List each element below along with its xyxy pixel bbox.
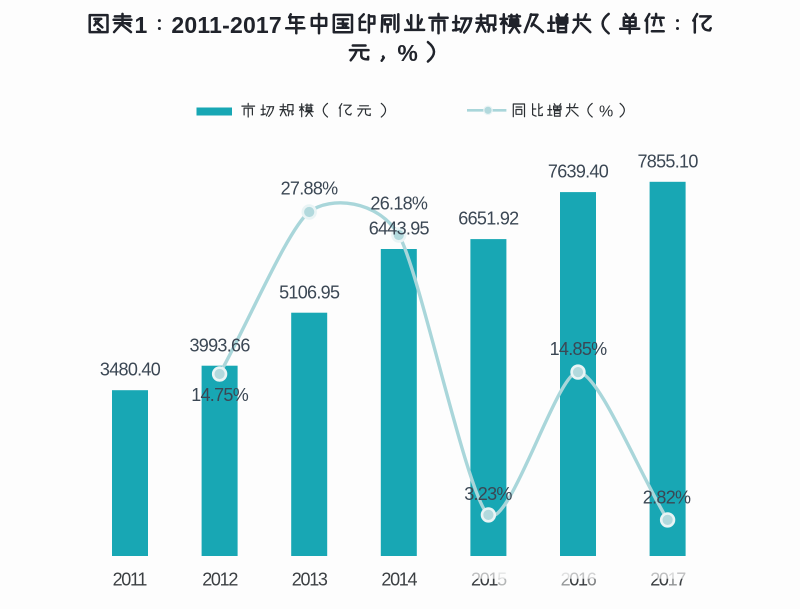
svg-text:2013: 2013 [292, 570, 328, 590]
svg-text:7: 7 [676, 570, 686, 590]
svg-text:2.82%: 2.82% [643, 488, 691, 508]
svg-text:1: 1 [135, 12, 148, 38]
svg-text:2011-2017: 2011-2017 [171, 12, 282, 38]
svg-text:3480.40: 3480.40 [100, 360, 161, 380]
svg-text:14.85%: 14.85% [550, 339, 608, 359]
svg-text:6: 6 [587, 570, 597, 590]
svg-text:0: 0 [659, 570, 669, 590]
svg-text:%: % [397, 40, 418, 66]
svg-text:3.23%: 3.23% [464, 484, 512, 504]
svg-text:6: 6 [587, 570, 597, 590]
svg-text:5: 5 [497, 570, 507, 590]
svg-text:2011: 2011 [113, 570, 148, 590]
svg-text:%: % [599, 104, 613, 121]
svg-text:2: 2 [561, 570, 571, 590]
svg-text:2: 2 [650, 570, 660, 590]
svg-text:0: 0 [659, 570, 669, 590]
svg-text:3993.66: 3993.66 [190, 335, 251, 355]
svg-text:1: 1 [488, 570, 498, 590]
svg-text:0: 0 [480, 570, 490, 590]
svg-text:26.18%: 26.18% [370, 194, 428, 214]
svg-text:6651.92: 6651.92 [458, 209, 519, 229]
svg-text:5106.95: 5106.95 [279, 282, 340, 302]
svg-text:2012: 2012 [202, 570, 238, 590]
svg-text:27.88%: 27.88% [281, 179, 339, 199]
svg-text:1: 1 [488, 570, 498, 590]
svg-text:0: 0 [480, 570, 490, 590]
svg-text:2: 2 [650, 570, 660, 590]
svg-text:14.75%: 14.75% [191, 385, 249, 405]
svg-text:1: 1 [668, 570, 678, 590]
svg-text:0: 0 [569, 570, 579, 590]
svg-text:2: 2 [471, 570, 481, 590]
svg-text:6443.95: 6443.95 [369, 219, 430, 239]
svg-text:2: 2 [471, 570, 481, 590]
svg-text:7855.10: 7855.10 [638, 151, 699, 171]
svg-text:0: 0 [569, 570, 579, 590]
svg-text:1: 1 [578, 570, 588, 590]
svg-text:5: 5 [497, 570, 507, 590]
svg-text:2: 2 [561, 570, 571, 590]
svg-text:7: 7 [676, 570, 686, 590]
svg-text:2014: 2014 [381, 570, 417, 590]
svg-text:1: 1 [578, 570, 588, 590]
svg-text:7639.40: 7639.40 [548, 162, 609, 182]
svg-text:1: 1 [668, 570, 678, 590]
